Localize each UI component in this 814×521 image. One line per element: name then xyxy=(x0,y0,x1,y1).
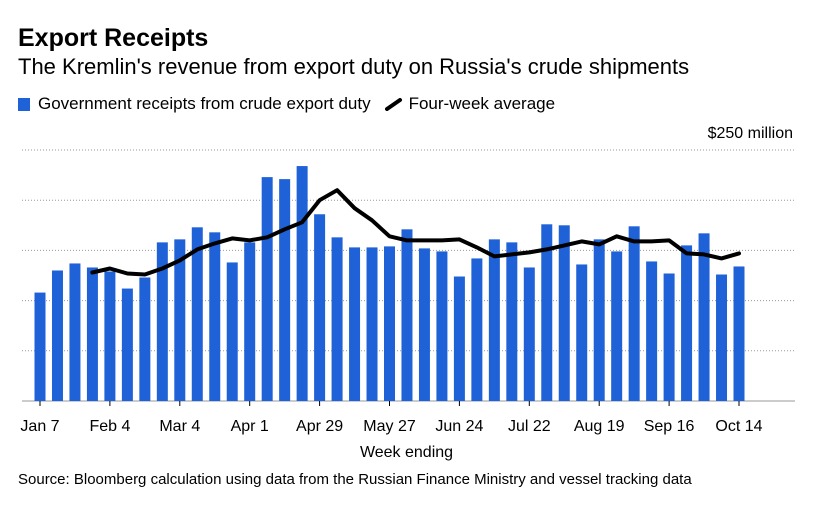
legend-swatch-bar xyxy=(18,97,30,111)
x-tick-label: Mar 4 xyxy=(159,418,200,435)
bar xyxy=(576,264,588,401)
bar xyxy=(226,262,238,401)
bar xyxy=(86,267,98,401)
bar xyxy=(453,276,465,401)
bar xyxy=(156,242,168,401)
series-line-four-week-average xyxy=(90,188,741,277)
bar xyxy=(366,247,378,401)
bar xyxy=(593,239,605,401)
bar xyxy=(121,288,133,401)
x-tick-label: Oct 14 xyxy=(715,418,762,435)
bar xyxy=(436,251,448,401)
bar xyxy=(611,251,623,401)
bar xyxy=(663,273,675,401)
bar xyxy=(34,292,46,401)
bar xyxy=(401,229,413,401)
bar xyxy=(646,261,658,401)
y-unit-label: $250 million xyxy=(708,125,793,142)
bar xyxy=(69,263,81,401)
bar xyxy=(261,177,273,401)
bar xyxy=(209,232,221,401)
bar xyxy=(488,239,500,401)
bar xyxy=(139,277,151,401)
bar xyxy=(523,267,535,401)
bar xyxy=(314,214,326,401)
x-tick-label: Feb 4 xyxy=(89,418,130,435)
bar xyxy=(51,270,63,401)
bar xyxy=(296,166,308,401)
bar xyxy=(681,245,693,401)
x-tick-label: Sep 16 xyxy=(644,418,695,435)
bar xyxy=(174,239,186,401)
bar xyxy=(733,266,745,401)
x-tick-label: Apr 1 xyxy=(231,418,269,435)
legend-label-receipts: Government receipts from crude export du… xyxy=(38,94,371,113)
bar xyxy=(558,225,570,401)
x-tick-label: Jul 22 xyxy=(508,418,551,435)
bar xyxy=(331,237,343,401)
legend-item-receipts: Government receipts from crude export du… xyxy=(18,94,371,114)
x-tick-label: Apr 29 xyxy=(296,418,343,435)
bar xyxy=(384,246,395,401)
bar xyxy=(349,247,361,401)
bar xyxy=(191,227,203,401)
x-tick-label: Jan 7 xyxy=(20,418,59,435)
bar xyxy=(104,271,116,401)
bar xyxy=(716,274,728,401)
chart-subtitle: The Kremlin's revenue from export duty o… xyxy=(18,54,690,79)
legend: Government receipts from crude export du… xyxy=(18,94,569,114)
x-tick-label: May 27 xyxy=(363,418,416,435)
bar xyxy=(418,248,430,401)
bar xyxy=(279,179,291,401)
x-tick-label: Jun 24 xyxy=(435,418,483,435)
legend-swatch-line xyxy=(384,97,402,111)
legend-label-average: Four-week average xyxy=(408,94,556,113)
x-axis-title: Week ending xyxy=(360,444,453,461)
chart-title: Export Receipts xyxy=(18,24,209,52)
bar xyxy=(244,242,256,401)
source-note: Source: Bloomberg calculation using data… xyxy=(18,471,692,488)
bar xyxy=(628,226,640,401)
bar xyxy=(471,258,483,401)
x-tick-label: Aug 19 xyxy=(574,418,625,435)
legend-item-average: Four-week average xyxy=(384,94,556,114)
bar xyxy=(698,233,710,401)
bar xyxy=(506,242,518,401)
bar xyxy=(541,224,553,401)
